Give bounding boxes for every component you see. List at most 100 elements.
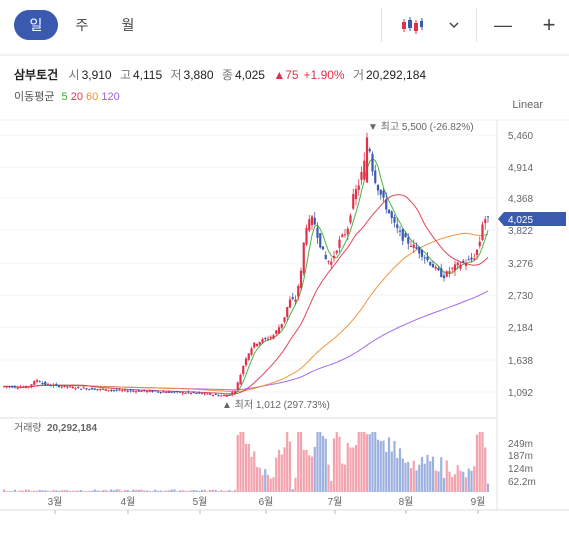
volume-bar [244,443,248,492]
divider [476,8,477,42]
volume-bar [299,432,303,492]
volume-bar [269,478,272,492]
candle-body [434,266,437,269]
candle-body [203,393,206,395]
candle-body [442,275,446,279]
candle-body [467,259,470,261]
volume-bar [214,490,217,492]
volume-bar [112,490,116,492]
candle-body [445,271,448,277]
volume-bar [52,489,55,492]
volume-label: 거 [352,68,364,82]
volume-bar [110,489,113,492]
volume-bar [409,468,413,492]
zoom-out-button[interactable]: — [494,14,512,35]
price-tick-label: 2,184 [508,323,533,334]
candle-body [35,380,39,382]
candle-body [41,382,44,384]
candle-body [308,219,311,231]
candle-body [244,358,248,366]
month-label: 5월 [193,496,208,508]
candle-body [283,317,286,322]
candle-body [143,389,146,392]
volume-bar [231,491,234,492]
volume-bar [27,489,30,492]
candle-body [71,386,74,389]
candle-body [478,241,481,247]
volume-bar [272,477,275,492]
volume-bar [143,490,146,492]
volume-bar [217,491,220,492]
volume-bar [151,491,154,492]
tab-month[interactable]: 월 [121,17,135,33]
scale-selector[interactable]: Linear [512,99,543,111]
candle-body [88,388,91,390]
candle-body [321,246,325,250]
high-annotation: ▼ 최고 5,500 (-26.82%) [368,121,474,133]
chart-style-button[interactable] [382,8,442,42]
volume-bar [401,458,404,492]
candle-body [431,264,435,268]
volume-bar [453,474,457,492]
ma-60[interactable]: 60 [86,91,99,103]
candle-body [49,385,52,387]
volume-bar [71,490,74,492]
volume-bar [363,432,366,492]
volume-bar [85,491,88,492]
volume-bar [107,490,110,492]
candle-body [462,260,465,263]
ma-20[interactable]: 20 [70,91,83,103]
change-percent: +1.90% [303,68,345,82]
volume-bar [2,489,6,492]
volume-bar [393,441,396,492]
style-dropdown-button[interactable] [442,8,466,42]
candle-body [57,385,61,388]
volume-bar [79,490,83,492]
candle-body [115,389,118,391]
candle-body [374,170,377,183]
candle-body [291,297,294,300]
volume-bar [16,491,19,492]
volume-bar [365,434,369,492]
tab-week[interactable]: 주 [75,17,89,33]
volume-bar [225,490,228,492]
zoom-in-button[interactable]: + [542,12,556,37]
candle-body [459,264,462,269]
volume-bar [297,432,300,492]
open-label: 시 [68,68,80,82]
volume-bar [459,470,462,492]
candle-body [404,233,407,238]
volume-bar [77,490,80,492]
tab-day[interactable]: 일 [14,10,58,40]
volume-bar [57,490,61,492]
candle-body [272,335,275,339]
candle-body [192,391,195,393]
volume-bar [167,490,171,492]
ma-5[interactable]: 5 [61,91,68,103]
candle-body [396,224,399,229]
candle-body [423,257,426,259]
volume-bar [187,490,190,492]
candle-body [258,341,261,345]
candle-body [346,228,349,235]
month-label: 6월 [259,496,274,508]
volume-bar [137,489,140,492]
volume-bar [390,451,393,492]
volume-bar [22,490,25,492]
candle-body [198,392,201,394]
candle-body [415,246,418,249]
volume-bar [184,490,187,492]
candle-body [313,217,316,225]
candle-body [239,374,242,385]
volume-bar [475,434,479,492]
candle-body [310,216,314,226]
ma-120[interactable]: 120 [101,91,120,103]
volume-bar [121,491,124,492]
volume-bar [448,471,451,492]
volume-bar [178,490,182,492]
candle-body [38,381,41,383]
candle-body [206,393,209,395]
candle-body [225,395,228,397]
candle-body [412,244,415,248]
